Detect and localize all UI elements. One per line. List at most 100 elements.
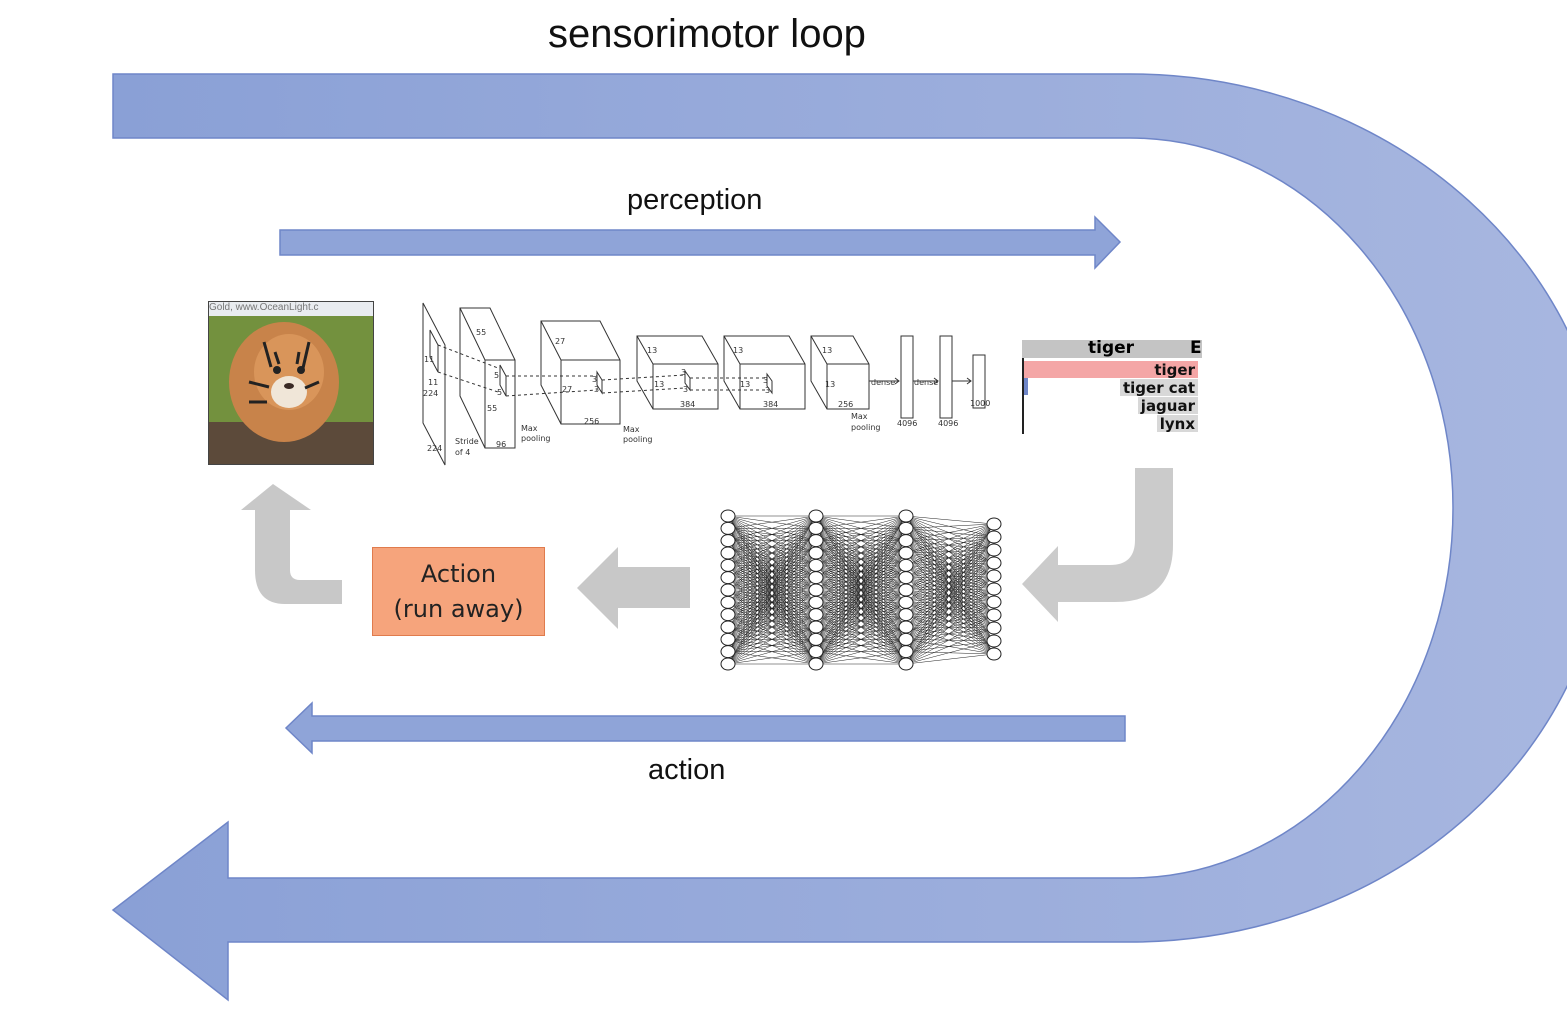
nn-connection <box>905 552 995 629</box>
nn-node <box>808 546 824 560</box>
nn-connection <box>815 639 907 665</box>
nn-connection <box>905 523 995 566</box>
nn-connection <box>905 536 995 566</box>
nn-connection <box>815 515 907 541</box>
prediction-row-tiger: tiger <box>1024 361 1198 379</box>
nn-node <box>808 558 824 572</box>
nn-connection <box>905 540 995 603</box>
nn-connection <box>905 523 995 665</box>
cnn-architecture <box>422 302 986 466</box>
nn-connection <box>905 536 995 665</box>
nn-connection <box>727 515 817 615</box>
nn-connection <box>905 602 995 616</box>
nn-connection <box>905 540 995 577</box>
nn-connection <box>905 639 995 655</box>
nn-connection <box>905 552 995 616</box>
nn-node <box>898 534 914 548</box>
nn-connection <box>905 588 995 603</box>
nn-connection <box>905 575 995 603</box>
nn-connection <box>905 565 995 642</box>
prediction-row-tiger-cat: tiger cat <box>1119 379 1198 397</box>
nn-connection <box>815 626 907 665</box>
nn-node <box>986 647 1002 661</box>
nn-connection <box>905 565 995 629</box>
nn-connection <box>815 528 907 665</box>
nn-node <box>898 509 914 523</box>
cnn-label: 3 <box>592 375 597 384</box>
nn-connection <box>905 536 995 541</box>
nn-node <box>898 620 914 634</box>
nn-connection <box>727 651 817 665</box>
nn-connection <box>905 549 995 665</box>
nn-node <box>808 608 824 622</box>
action-label: action <box>648 754 726 786</box>
nn-connection <box>905 562 995 566</box>
nn-connection <box>905 536 995 578</box>
nn-connection <box>905 575 995 578</box>
nn-connection <box>727 577 817 665</box>
nn-connection <box>905 552 995 590</box>
nn-connection <box>905 552 995 642</box>
nn-connection <box>727 515 817 566</box>
cnn-label: 27 <box>555 337 565 346</box>
nn-node <box>808 620 824 634</box>
cnn-label: 3 <box>681 368 686 377</box>
cnn-label: Max <box>521 424 538 433</box>
nn-connection <box>815 515 907 566</box>
nn-connection <box>905 575 995 665</box>
cnn-label: dense <box>914 378 938 387</box>
cnn-label: 256 <box>584 417 599 426</box>
nn-connection <box>905 523 995 591</box>
nn-node <box>808 571 824 585</box>
nn-node <box>808 583 824 597</box>
nn-connection <box>815 515 907 615</box>
nn-connection <box>905 540 995 642</box>
cnn-labels: 11 11 224 224 Stride of 4 55 5 5 55 96 M… <box>423 328 990 457</box>
nn-node <box>898 657 914 671</box>
cnn-label: 3 <box>763 376 768 385</box>
action-box-line1: Action <box>420 559 497 588</box>
nn-connection <box>905 589 995 629</box>
nn-connection <box>905 653 995 665</box>
nn-connection <box>905 575 995 591</box>
nn-node <box>808 595 824 609</box>
nn-connection <box>905 626 995 642</box>
prediction-row-jaguar: jaguar <box>1137 397 1198 415</box>
cnn-label: 4096 <box>897 419 917 428</box>
nn-connection <box>905 528 995 577</box>
nn-connection <box>905 549 995 566</box>
nn-connection <box>815 515 907 628</box>
nn-connection <box>905 614 995 640</box>
nn-node <box>898 632 914 646</box>
nn-node <box>808 509 824 523</box>
nn-connection <box>905 523 995 554</box>
nn-connection <box>815 515 907 652</box>
nn-connection <box>905 552 995 564</box>
nn-connection <box>905 577 995 629</box>
prediction-label: jaguar <box>1140 397 1195 415</box>
nn-node <box>720 583 736 597</box>
nn-connection <box>905 588 995 665</box>
nn-node <box>808 521 824 535</box>
nn-connection <box>905 562 995 603</box>
nn-connection <box>727 589 817 665</box>
cnn-label: 384 <box>763 400 778 409</box>
action-box: Action (run away) <box>372 547 545 636</box>
predictions-header: tiger E <box>1022 338 1202 358</box>
cnn-label: 13 <box>733 346 743 355</box>
nn-connection <box>905 515 995 577</box>
nn-connection <box>905 565 995 577</box>
prediction-small-bar <box>1024 378 1028 395</box>
nn-node <box>720 546 736 560</box>
nn-connection <box>905 627 995 640</box>
nn-node <box>720 632 736 646</box>
nn-connection <box>905 588 995 615</box>
nn-connection <box>815 614 907 665</box>
nn-connection <box>905 602 995 629</box>
nn-connection <box>905 588 995 640</box>
nn-connection <box>905 528 995 629</box>
nn-node <box>808 657 824 671</box>
nn-node <box>898 571 914 585</box>
nn-connection <box>727 515 817 541</box>
cnn-label: 13 <box>740 380 750 389</box>
